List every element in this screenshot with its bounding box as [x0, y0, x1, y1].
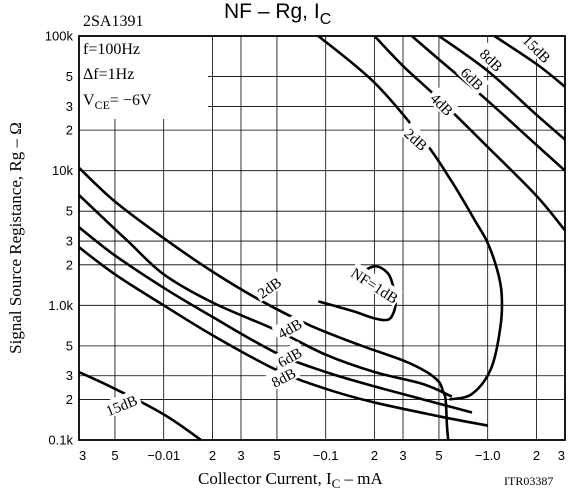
x-axis-label-unit: – mA: [340, 469, 383, 488]
y-tick-label: 100k: [45, 29, 74, 44]
x-tick-label: 3: [558, 448, 565, 463]
curve-label-bg: [425, 86, 460, 121]
vce-suffix: = −6V: [110, 92, 152, 109]
nf-curve-2db: [78, 166, 450, 441]
x-tick-label: 5: [435, 448, 442, 463]
curve-label-bg: [271, 341, 307, 372]
x-tick-labels: 3 5 −0.01 2 3 5 −0.1 2 3 5 −1.0 2 3: [79, 448, 565, 463]
curve-label-bg: [475, 42, 509, 77]
nf-curve-15db: [78, 370, 202, 442]
condition-bandwidth: Δf=1Hz: [83, 66, 134, 83]
curve-label-bg: [517, 28, 558, 68]
y-tick-labels: 0.1k 2 3 5 1.0k 2 3 5 10k 2 3 5 100k: [45, 29, 74, 448]
x-tick-label: 2: [533, 448, 540, 463]
y-tick-label: 0.1k: [48, 433, 73, 448]
condition-vce: VCE= −6V: [83, 92, 152, 112]
x-tick-label: 5: [273, 448, 280, 463]
annotation-box: [80, 37, 208, 119]
y-tick-label: 3: [66, 368, 73, 383]
x-axis-label-main: Collector Current, I: [198, 469, 332, 488]
chart-title-main: NF – Rg, I: [224, 0, 320, 23]
curve-label-bg: [99, 389, 143, 420]
y-axis-label: Signal Source Registance, Rg – Ω: [6, 122, 25, 354]
x-tick-label: 2: [209, 448, 216, 463]
plot-frame: [78, 35, 566, 441]
x-tick-label: −0.01: [147, 448, 180, 463]
curve-label-bg: [271, 312, 307, 343]
y-tick-label: 3: [66, 234, 73, 249]
x-tick-label: −0.1: [313, 448, 339, 463]
nf-curve-6db: [78, 226, 473, 414]
nf-curve-15db: [493, 34, 566, 88]
curve-label-text: 15dB: [104, 393, 140, 420]
y-tick-label: 2: [66, 392, 73, 407]
y-tick-label: 2: [66, 123, 73, 138]
nf-curve-4db: [373, 35, 566, 232]
y-tick-label: 5: [66, 338, 73, 353]
vce-sub: CE: [95, 98, 110, 112]
chart-title: NF – Rg, IC: [224, 0, 331, 28]
x-axis-label: Collector Current, IC – mA: [198, 469, 384, 491]
x-tick-label: 2: [371, 448, 378, 463]
curve-label: 4dB: [271, 312, 307, 343]
x-tick-label: 5: [111, 448, 118, 463]
y-tick-label: 5: [66, 204, 73, 219]
y-tick-label: 1.0k: [48, 298, 73, 313]
nf-curve-8db: [438, 34, 566, 141]
curve-label: 15dB: [99, 389, 143, 420]
curve-label-bg: [347, 262, 404, 307]
device-label: 2SA1391: [83, 13, 143, 30]
x-tick-label: 3: [237, 448, 244, 463]
curve-label-bg: [456, 61, 490, 95]
condition-frequency: f=100Hz: [83, 41, 140, 58]
curve-label-bg: [399, 121, 434, 156]
y-tick-label: 5: [66, 69, 73, 84]
x-tick-label: 3: [79, 448, 86, 463]
y-tick-label: 3: [66, 99, 73, 114]
chart-title-sub: C: [320, 11, 332, 28]
vce-prefix: V: [83, 92, 95, 109]
nf-curve-6db: [410, 35, 566, 172]
curve-label-bg: [265, 361, 301, 392]
nf-curve-nf1db: [317, 264, 397, 322]
x-tick-label: 3: [399, 448, 406, 463]
y-tick-label: 10k: [52, 163, 73, 178]
curve-label: 2dB: [399, 121, 434, 156]
y-tick-label: 2: [66, 257, 73, 272]
x-tick-label: −1.0: [475, 448, 501, 463]
x-axis-label-sub: C: [332, 476, 341, 491]
figure-code: ITR03387: [504, 474, 553, 488]
curve-label-bg: [251, 270, 287, 303]
